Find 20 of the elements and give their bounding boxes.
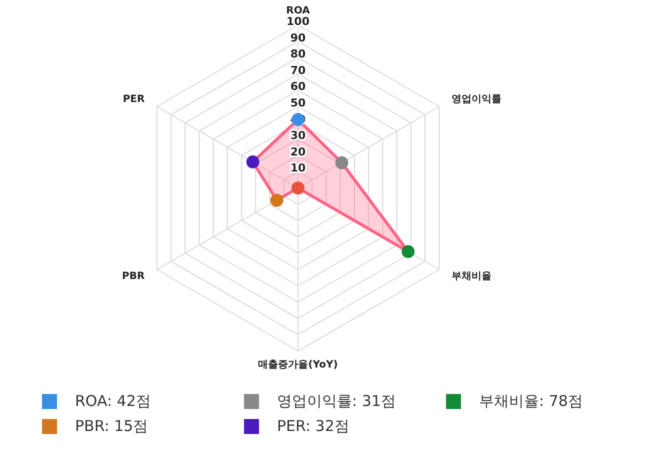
spoke-label: 부채비율 (451, 271, 492, 282)
y-tick-label: 10 (290, 162, 306, 175)
text: ROA: 42점 (75, 392, 151, 410)
text: PBR: 15점 (75, 417, 148, 435)
spoke-label: PER (122, 94, 145, 105)
y-tick-label: 90 (290, 31, 306, 44)
text: 부채비율: 78점 (479, 392, 583, 410)
y-tick-label: 70 (290, 64, 306, 77)
y-tick-label: 30 (290, 129, 306, 142)
spoke-label: ROA (286, 6, 310, 16)
y-tick-label: 50 (290, 96, 306, 110)
y-tick-label: 80 (290, 48, 306, 61)
spoke-label: PBR (122, 271, 146, 282)
text: PER: 32점 (277, 417, 350, 435)
y-tick-label: 60 (290, 80, 306, 94)
y-tick-label: 100 (286, 15, 310, 28)
y-tick-label: 20 (290, 145, 306, 158)
spoke-label: 매출증가율(YoY) (258, 360, 338, 370)
text: 영업이익률: 31점 (277, 392, 396, 410)
spoke-label: 영업이익률 (451, 94, 502, 105)
